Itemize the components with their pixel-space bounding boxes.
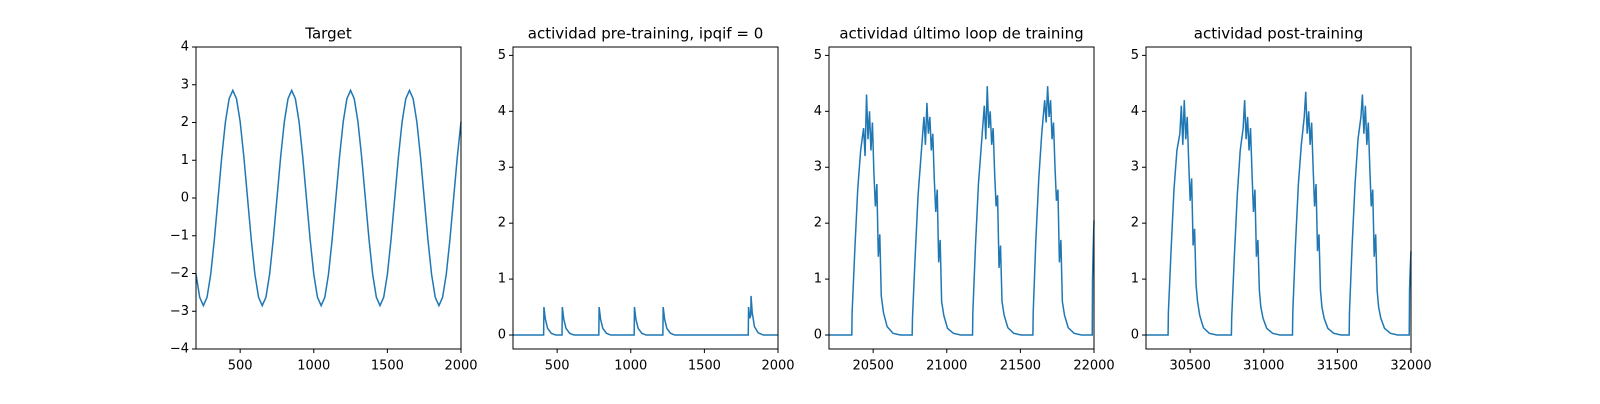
y-tick-label: −2 — [170, 266, 189, 281]
axes-frame — [828, 46, 1095, 350]
y-tick-label: 2 — [814, 216, 822, 231]
y-tick-label: 4 — [498, 104, 506, 119]
y-tick-label: 1 — [814, 272, 822, 287]
y-tick-label: 0 — [1131, 328, 1139, 343]
x-tick-label: 500 — [228, 359, 253, 374]
line-series — [513, 295, 778, 336]
y-tick-label: 0 — [181, 191, 189, 206]
line-series — [829, 86, 1095, 336]
x-tick-label: 32000 — [1390, 359, 1431, 374]
axes-frame — [1145, 46, 1412, 350]
x-tick-label: 1000 — [297, 359, 330, 374]
subplot-title: Target — [304, 25, 352, 43]
x-tick-label: 2000 — [444, 359, 477, 374]
x-tick-label: 2000 — [761, 359, 794, 374]
y-tick-label: 5 — [498, 48, 506, 63]
y-tick-label: 4 — [814, 104, 822, 119]
y-tick-label: 3 — [181, 77, 189, 92]
y-tick-label: −3 — [170, 304, 189, 319]
y-tick-label: −1 — [170, 228, 189, 243]
x-tick-label: 21000 — [926, 359, 967, 374]
subplot-title: actividad pre-training, ipqif = 0 — [528, 25, 764, 43]
x-tick-label: 500 — [545, 359, 570, 374]
y-tick-label: 0 — [498, 328, 506, 343]
y-tick-label: 4 — [181, 40, 189, 55]
x-tick-label: 22000 — [1073, 359, 1114, 374]
x-tick-label: 31500 — [1317, 359, 1358, 374]
x-tick-label: 1500 — [371, 359, 404, 374]
y-tick-label: 4 — [1131, 104, 1139, 119]
x-tick-label: 1000 — [614, 359, 647, 374]
y-tick-label: 1 — [498, 272, 506, 287]
line-series — [195, 88, 462, 308]
y-tick-label: 2 — [498, 216, 506, 231]
y-tick-label: 2 — [1131, 216, 1139, 231]
line-series — [1146, 91, 1412, 336]
y-tick-label: 2 — [181, 115, 189, 130]
x-tick-label: 30500 — [1169, 359, 1210, 374]
y-tick-label: −4 — [170, 342, 189, 357]
x-tick-label: 1500 — [688, 359, 721, 374]
y-tick-label: 5 — [814, 48, 822, 63]
y-tick-label: 3 — [814, 160, 822, 175]
x-tick-label: 31000 — [1243, 359, 1284, 374]
subplot-title: actividad último loop de training — [839, 25, 1083, 43]
y-tick-label: 3 — [1131, 160, 1139, 175]
y-tick-label: 1 — [181, 153, 189, 168]
axes-frame — [195, 46, 462, 350]
axes-frame — [512, 46, 779, 350]
x-tick-label: 20500 — [852, 359, 893, 374]
y-tick-label: 0 — [814, 328, 822, 343]
y-tick-label: 1 — [1131, 272, 1139, 287]
subplot-title: actividad post-training — [1194, 25, 1363, 43]
x-tick-label: 21500 — [1000, 359, 1041, 374]
y-tick-label: 3 — [498, 160, 506, 175]
y-tick-label: 5 — [1131, 48, 1139, 63]
